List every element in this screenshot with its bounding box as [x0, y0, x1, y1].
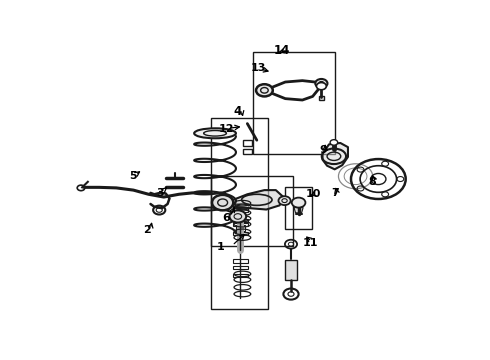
Circle shape [212, 195, 233, 210]
Bar [285, 260, 297, 280]
Text: 13: 13 [251, 63, 267, 73]
Bar [318, 96, 324, 100]
Bar [211, 176, 293, 246]
Bar [233, 203, 248, 207]
Text: 10: 10 [306, 189, 321, 199]
Text: 4: 4 [234, 105, 242, 118]
Bar [233, 208, 248, 212]
Circle shape [278, 196, 291, 205]
Bar [243, 140, 252, 146]
Polygon shape [294, 208, 303, 213]
Circle shape [330, 140, 338, 145]
Polygon shape [322, 143, 348, 169]
Circle shape [256, 84, 273, 96]
Text: 1: 1 [217, 242, 224, 252]
Text: 3: 3 [156, 188, 164, 198]
Text: 7: 7 [331, 188, 339, 198]
Bar [233, 219, 248, 222]
Bar [233, 231, 248, 235]
Bar [253, 51, 335, 154]
Text: 8: 8 [369, 177, 376, 187]
Text: 6: 6 [222, 213, 230, 223]
Ellipse shape [194, 128, 236, 138]
Bar [233, 266, 248, 269]
Bar [236, 225, 245, 231]
Text: 5: 5 [129, 171, 137, 181]
Text: 2: 2 [143, 225, 150, 235]
Circle shape [229, 210, 246, 222]
Bar [236, 212, 245, 218]
Bar [233, 223, 248, 226]
Polygon shape [228, 190, 283, 210]
Bar [211, 118, 268, 309]
Bar [233, 259, 248, 264]
Text: 12: 12 [219, 124, 234, 134]
Text: 11: 11 [302, 238, 318, 248]
Bar [285, 187, 312, 229]
Circle shape [317, 82, 326, 90]
Bar [243, 149, 252, 154]
Text: 9: 9 [319, 145, 327, 155]
Circle shape [315, 79, 327, 88]
Bar [233, 274, 248, 277]
Text: 14: 14 [273, 44, 290, 57]
Circle shape [292, 198, 305, 208]
